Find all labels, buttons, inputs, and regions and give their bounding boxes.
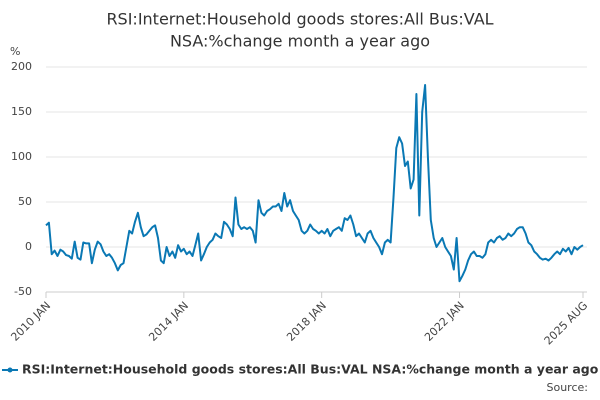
x-tick-label: 2022 JAN [422, 299, 467, 344]
x-tick-label: 2014 JAN [146, 299, 191, 344]
y-tick-label: 150 [11, 105, 32, 118]
y-tick-label: 200 [11, 60, 32, 73]
line [45, 84, 584, 283]
y-tick-label: 50 [18, 195, 32, 208]
y-tick-label: 0 [25, 240, 32, 253]
source: Source: [547, 381, 589, 394]
y-tick-label: 100 [11, 150, 32, 163]
chart-title: RSI:Internet:Household goods stores:All … [106, 10, 493, 29]
y-tick-label: -50 [14, 285, 32, 298]
y-axis-label: % [10, 45, 20, 58]
chart-title: NSA:%change month a year ago [170, 32, 430, 51]
x-tick-label: 2010 JAN [8, 299, 53, 344]
legend-marker [7, 367, 13, 373]
x-tick-label: 2018 JAN [284, 299, 329, 344]
legend-label: RSI:Internet:Household goods stores:All … [22, 362, 599, 377]
x-tick-label: 2025 AUG [542, 299, 591, 348]
